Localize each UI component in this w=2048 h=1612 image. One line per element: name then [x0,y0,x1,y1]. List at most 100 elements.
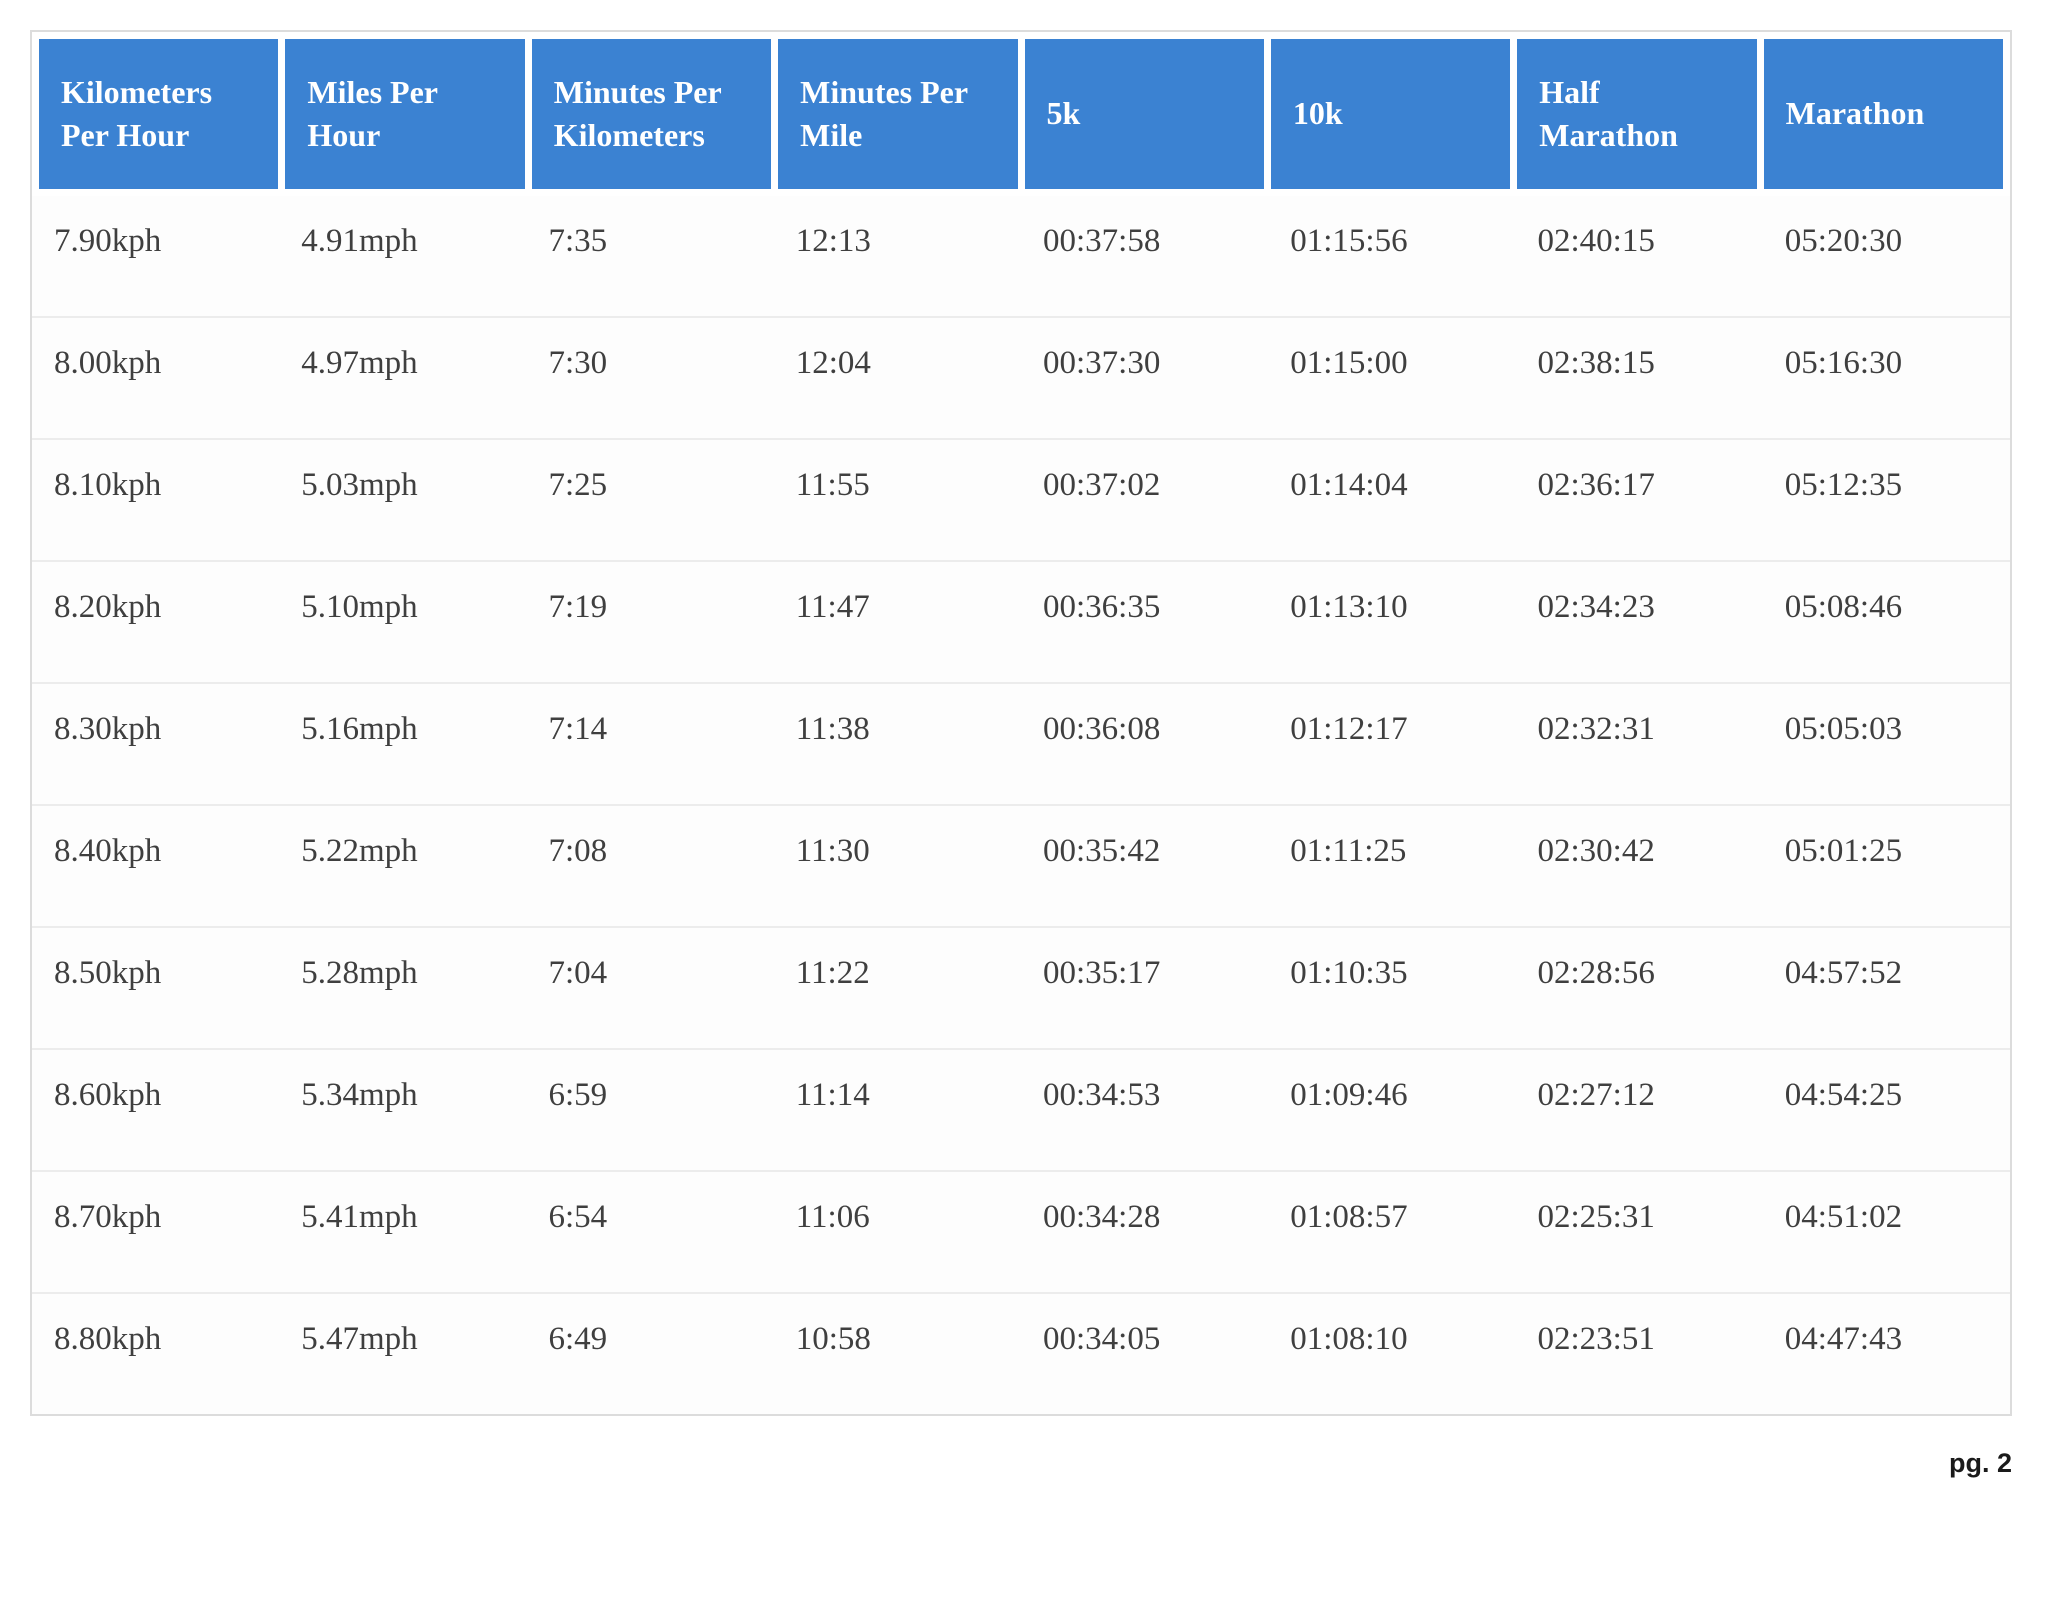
table-cell: 7:19 [548,589,608,625]
table-row: 8.10kph 5.03mph 7:25 11:55 00:37:02 01:1… [32,438,2010,560]
table-cell: 7:08 [548,833,608,869]
table-cell: 05:16:30 [1784,345,1903,381]
column-header-10k: 10k [1270,39,1511,189]
table-cell: 7:14 [548,711,608,747]
table-cell: 01:08:10 [1290,1321,1408,1357]
table-cell: 11:06 [795,1199,870,1235]
column-header-half-marathon: Half Marathon [1517,39,1757,189]
column-header-label: Half Marathon [1539,73,1678,153]
table-row: 8.30kph 5.16mph 7:14 11:38 00:36:08 01:1… [32,682,2010,804]
page-number: pg. 2 [1948,1448,2012,1478]
table-cell: 8.00kph [54,345,162,381]
table-cell: 05:08:46 [1784,589,1903,625]
table-cell: 11:14 [795,1077,870,1113]
table-cell: 5.28mph [301,955,418,991]
table-cell: 11:38 [795,711,870,747]
table-cell: 01:08:57 [1290,1199,1408,1235]
table-cell: 4.91mph [301,223,418,259]
table-cell: 5.34mph [301,1077,418,1113]
table-row: 8.00kph 4.97mph 7:30 12:04 00:37:30 01:1… [32,316,2010,438]
document-page: Kilometers Per Hour Miles Per Hour Minut… [0,30,2048,1612]
table-cell: 00:34:28 [1043,1199,1161,1235]
table-cell: 02:38:15 [1537,345,1655,381]
table-cell: 8.40kph [54,833,162,869]
table-cell: 8.60kph [54,1077,162,1113]
table-body: 7.90kph 4.91mph 7:35 12:13 00:37:58 01:1… [32,196,2010,1414]
table-cell: 00:35:17 [1043,955,1161,991]
column-header-label: Miles Per Hour [307,73,438,153]
column-header-label: Marathon [1785,95,1925,132]
table-cell: 7.90kph [54,223,162,259]
table-cell: 01:13:10 [1290,589,1408,625]
table-cell: 8.50kph [54,955,162,991]
column-header-label: 10k [1292,95,1343,132]
table-cell: 04:57:52 [1784,955,1903,991]
table-cell: 12:13 [795,223,871,259]
column-header-label: Minutes Per Mile [800,73,968,153]
table-cell: 05:12:35 [1784,467,1903,503]
table-cell: 00:37:58 [1043,223,1161,259]
table-cell: 01:12:17 [1290,711,1408,747]
table-cell: 01:15:00 [1290,345,1408,381]
table-cell: 7:04 [548,955,608,991]
table-cell: 04:47:43 [1784,1321,1903,1357]
column-header-miles-per-hour: Miles Per Hour [285,39,525,189]
column-header-label: Minutes Per Kilometers [553,73,722,153]
table-cell: 00:34:05 [1043,1321,1161,1357]
table-cell: 8.20kph [54,589,162,625]
table-row: 8.20kph 5.10mph 7:19 11:47 00:36:35 01:1… [32,560,2010,682]
table-cell: 02:40:15 [1537,223,1655,259]
table-cell: 11:47 [795,589,870,625]
table-cell: 11:55 [795,467,870,503]
column-header-kilometers-per-hour: Kilometers Per Hour [39,39,279,189]
table-row: 8.40kph 5.22mph 7:08 11:30 00:35:42 01:1… [32,804,2010,926]
table-cell: 00:37:30 [1043,345,1161,381]
table-cell: 8.70kph [54,1199,162,1235]
table-cell: 5.10mph [301,589,418,625]
table-cell: 6:49 [548,1321,608,1357]
table-cell: 04:54:25 [1784,1077,1903,1113]
table-cell: 7:25 [548,467,608,503]
table-cell: 6:59 [548,1077,608,1113]
table-cell: 12:04 [795,345,871,381]
table-cell: 5.03mph [301,467,418,503]
table-row: 8.80kph 5.47mph 6:49 10:58 00:34:05 01:0… [32,1292,2010,1414]
table-header-row: Kilometers Per Hour Miles Per Hour Minut… [32,32,2010,196]
table-cell: 01:11:25 [1290,833,1407,869]
table-cell: 7:30 [548,345,608,381]
table-cell: 00:34:53 [1043,1077,1161,1113]
pace-conversion-table: Kilometers Per Hour Miles Per Hour Minut… [30,30,2012,1416]
table-cell: 01:10:35 [1290,955,1408,991]
table-cell: 00:37:02 [1043,467,1161,503]
page-footer: pg. 2 [0,1448,2012,1479]
table-cell: 02:25:31 [1537,1199,1655,1235]
table-cell: 6:54 [548,1199,608,1235]
table-cell: 11:30 [795,833,870,869]
table-row: 8.70kph 5.41mph 6:54 11:06 00:34:28 01:0… [32,1170,2010,1292]
table-cell: 10:58 [795,1321,871,1357]
table-cell: 00:36:08 [1043,711,1161,747]
table-row: 7.90kph 4.91mph 7:35 12:13 00:37:58 01:1… [32,196,2010,316]
column-header-minutes-per-kilometers: Minutes Per Kilometers [531,39,772,189]
table-cell: 01:09:46 [1290,1077,1408,1113]
column-header-minutes-per-mile: Minutes Per Mile [778,39,1018,189]
table-cell: 02:36:17 [1537,467,1655,503]
table-cell: 5.41mph [301,1199,418,1235]
table-cell: 5.47mph [301,1321,418,1357]
table-cell: 7:35 [548,223,608,259]
table-cell: 8.80kph [54,1321,162,1357]
column-header-marathon: Marathon [1763,39,2003,189]
table-cell: 01:15:56 [1290,223,1408,259]
table-cell: 02:34:23 [1537,589,1655,625]
table-cell: 05:01:25 [1784,833,1903,869]
table-cell: 4.97mph [301,345,418,381]
table-cell: 5.22mph [301,833,418,869]
table-cell: 00:35:42 [1043,833,1161,869]
table-cell: 8.30kph [54,711,162,747]
table-cell: 05:20:30 [1784,223,1903,259]
table-cell: 02:28:56 [1537,955,1655,991]
table-cell: 02:30:42 [1537,833,1655,869]
column-header-5k: 5k [1024,39,1264,189]
column-header-label: Kilometers Per Hour [61,73,213,153]
table-cell: 05:05:03 [1784,711,1903,747]
